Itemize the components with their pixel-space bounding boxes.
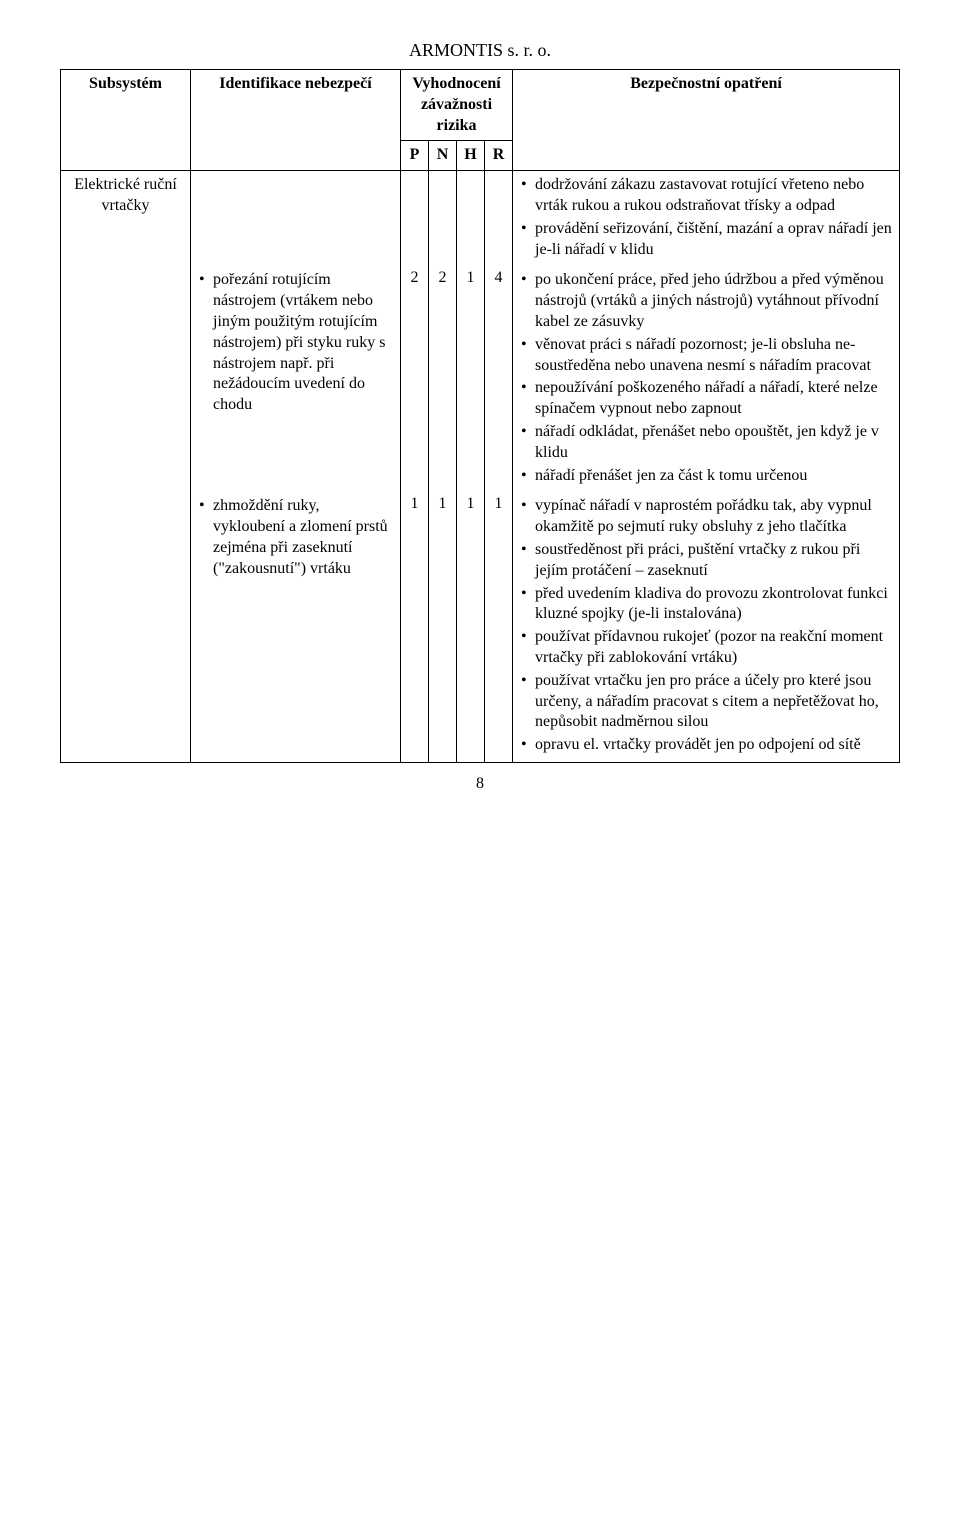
n-cell: 2 [429,266,457,492]
measures-list: dodržování zákazu zastavovat rotující vř… [519,175,893,262]
list-item: nářadí přenášet jen za část k tomu určen… [535,466,893,489]
header-evaluation-line2: závažnosti rizika [405,95,508,137]
list-item: dodržování zákazu zastavovat rotující vř… [535,175,893,219]
r-cell: 4 [485,266,513,492]
list-item: používat přídavnou rukojeť (pozor na rea… [535,627,893,671]
p-cell: 2 [401,266,429,492]
measures-cell: vypínač nářadí v naprostém pořádku tak, … [513,492,900,762]
identification-cell [191,171,401,267]
header-evaluation-line1: Vyhodnocení [405,74,508,95]
page-number: 8 [60,775,900,793]
r-cell: 1 [485,492,513,762]
list-item: soustředěnost při práci, puštění vrtačky… [535,540,893,584]
h-cell [457,171,485,267]
h-cell: 1 [457,266,485,492]
identification-list: zhmoždění ruky, vykloubení a zlomení prs… [197,496,394,581]
identification-list: pořezání rotujícím nástrojem (vrtákem ne… [197,270,394,418]
header-measures: Bezpečnostní opatření [513,70,900,171]
identification-cell: pořezání rotujícím nástrojem (vrtákem ne… [191,266,401,492]
list-item: provádění seřizování, čištění, mazání a … [535,219,893,263]
header-evaluation: Vyhodnocení závažnosti rizika [401,70,513,141]
measures-cell: po ukončení práce, před jeho údržbou a p… [513,266,900,492]
measures-list: po ukončení práce, před jeho údržbou a p… [519,270,893,488]
list-item: nepoužívání poškozeného nářadí a nářadí,… [535,378,893,422]
h-cell: 1 [457,492,485,762]
n-cell [429,171,457,267]
list-item: používat vrtačku jen pro práce a účely p… [535,671,893,735]
list-item: zhmoždění ruky, vykloubení a zlomení prs… [213,496,394,581]
list-item: po ukončení práce, před jeho údržbou a p… [535,270,893,334]
header-subsystem: Subsystém [61,70,191,171]
list-item: vypínač nářadí v naprostém pořádku tak, … [535,496,893,540]
list-item: opravu el. vrtačky provádět jen po odpoj… [535,735,893,758]
r-cell [485,171,513,267]
header-h: H [457,141,485,171]
measures-list: vypínač nářadí v naprostém pořádku tak, … [519,496,893,758]
main-table: Subsystém Identifikace nebezpečí Vyhodno… [60,69,900,763]
n-cell: 1 [429,492,457,762]
list-item: pořezání rotujícím nástrojem (vrtákem ne… [213,270,394,418]
p-cell [401,171,429,267]
company-header: ARMONTIS s. r. o. [60,40,900,61]
header-n: N [429,141,457,171]
list-item: nářadí odkládat, přenášet nebo opouštět,… [535,422,893,466]
list-item: věnovat práci s nářadí pozornost; je-li … [535,335,893,379]
header-identification: Identifikace nebezpečí [191,70,401,171]
subsystem-cell: Elektrické ruční vrtačky [61,171,191,763]
header-r: R [485,141,513,171]
table-row: Elektrické ruční vrtačky dodržování záka… [61,171,900,267]
list-item: před uvedením kladiva do provozu zkontro… [535,584,893,628]
p-cell: 1 [401,492,429,762]
identification-cell: zhmoždění ruky, vykloubení a zlomení prs… [191,492,401,762]
header-p: P [401,141,429,171]
measures-cell: dodržování zákazu zastavovat rotující vř… [513,171,900,267]
